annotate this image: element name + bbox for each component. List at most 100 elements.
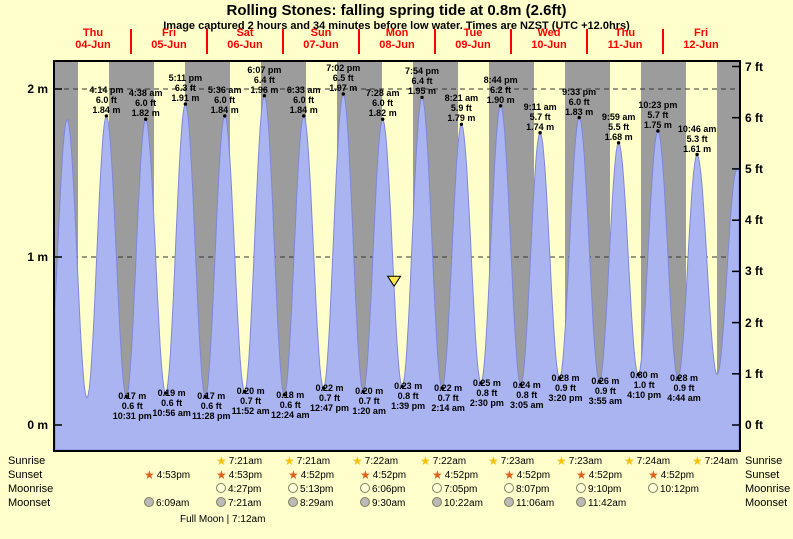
sunrise-icon: ★	[488, 453, 499, 468]
tide-extreme-dot	[341, 92, 345, 96]
sunset-icon: ★	[144, 467, 155, 482]
astro-entry: ★ 4:53pm	[216, 467, 263, 482]
tide-extreme-dot	[400, 384, 404, 389]
astro-entry: 5:13pm	[288, 482, 333, 497]
tide-extreme-dot	[302, 114, 306, 118]
y-axis-label-ft: 0 ft	[745, 418, 763, 432]
moonset-icon	[288, 496, 298, 511]
y-axis-label-m: 1 m	[27, 250, 48, 264]
astro-entry: 10:12pm	[648, 482, 699, 496]
astro-entry: 9:10pm	[576, 482, 621, 497]
astro-entry: ★ 4:52pm	[648, 467, 695, 482]
capture-marker-icon	[386, 275, 402, 288]
day-boundary-tick	[510, 29, 512, 54]
moonset-icon	[576, 496, 586, 511]
y-axis-label-ft: 2 ft	[745, 315, 763, 330]
sunrise-icon: ★	[216, 453, 227, 468]
day-label: Sun 07-Jun	[303, 27, 339, 51]
high-tide-label: 9:33 pm 6.0 ft 1.83 m	[562, 86, 597, 117]
tide-extreme-dot	[144, 117, 148, 121]
sunset-icon: ★	[216, 467, 227, 482]
low-tide-label: 0.23 m 0.8 ft 1:39 pm	[391, 381, 426, 412]
tide-extreme-dot	[676, 376, 680, 380]
astro-entry: 7:21am	[216, 496, 261, 510]
tide-extreme-dot	[262, 94, 267, 98]
day-label: Thu 04-Jun	[75, 27, 111, 51]
y-axis-label-ft: 7 ft	[745, 59, 763, 74]
tide-extreme-dot	[282, 393, 286, 397]
low-tide-label: 0.22 m 0.7 ft 12:47 pm	[309, 383, 350, 413]
high-tide-label: 10:46 am 5.3 ft 1.61 m	[677, 123, 717, 154]
tide-extreme-dot	[420, 95, 424, 100]
sunrise-icon: ★	[284, 453, 295, 468]
low-tide-label: 0.18 m 0.6 ft 12:24 am	[271, 389, 310, 420]
low-tide-label: 0.20 m 0.7 ft 11:52 am	[231, 386, 270, 417]
tide-curve	[55, 93, 739, 450]
high-tide-label: 4:38 am 6.0 ft 1.82 m	[128, 88, 163, 119]
moonrise-icon	[432, 482, 442, 497]
low-tide-label: 0.24 m 0.8 ft 3:05 am	[510, 379, 544, 410]
tide-extreme-dot	[163, 391, 168, 395]
astro-row-label-left: Moonrise	[8, 483, 54, 495]
astro-entry: ★ 7:23am	[488, 453, 535, 468]
tide-extreme-dot	[459, 122, 464, 126]
astro-entry: ★ 7:22am	[420, 453, 467, 468]
moonrise-icon	[216, 482, 226, 497]
tide-extreme-dot	[597, 379, 602, 383]
tide-extreme-dot	[183, 102, 188, 106]
high-tide-label: 9:59 am 5.5 ft 1.68 m	[601, 111, 636, 142]
sunrise-icon: ★	[556, 453, 567, 468]
high-tide-label: 8:21 am 5.9 ft 1.79 m	[444, 93, 479, 124]
astro-entry: ★ 7:23am	[556, 453, 603, 468]
high-tide-label: 7:28 am 6.0 ft 1.82 m	[365, 88, 400, 119]
low-tide-label: 0.20 m 0.7 ft 1:20 am	[352, 386, 386, 417]
astro-entry: 6:09am	[144, 496, 189, 511]
sunset-icon: ★	[504, 467, 515, 482]
astro-entry: 8:29am	[288, 496, 333, 511]
astro-entry: 7:05pm	[432, 482, 477, 497]
moonrise-icon	[576, 482, 586, 497]
day-label: Tue 09-Jun	[455, 27, 491, 51]
astro-row-label-left: Sunset	[8, 469, 43, 481]
tide-extreme-dot	[498, 104, 503, 108]
astro-entry: 6:06pm	[360, 482, 405, 497]
astro-entry: ★ 4:52pm	[288, 467, 335, 482]
sunrise-icon: ★	[420, 453, 431, 468]
day-boundary-tick	[662, 29, 664, 54]
astro-entry: 9:30am	[360, 496, 405, 511]
low-tide-label: 0.19 m 0.6 ft 10:56 am	[152, 388, 191, 419]
high-tide-label: 9:11 am 5.7 ft 1.74 m	[523, 101, 557, 132]
low-tide-label: 0.17 m 0.6 ft 11:28 pm	[192, 391, 231, 422]
moonrise-icon	[288, 482, 298, 497]
low-tide-label: 0.28 m 0.9 ft 4:44 am	[667, 373, 701, 403]
moonrise-icon	[504, 482, 514, 497]
sunrise-icon: ★	[692, 453, 703, 468]
high-tide-label: 4:14 pm 6.0 ft 1.84 m	[89, 84, 124, 115]
day-boundary-tick	[434, 29, 436, 54]
tide-extreme-dot	[577, 115, 581, 120]
tide-extreme-dot	[656, 129, 660, 133]
tide-extreme-dot	[519, 383, 523, 387]
astro-entry: ★ 4:52pm	[432, 467, 479, 482]
astro-entry: ★ 7:24am	[624, 453, 671, 468]
sunrise-icon: ★	[624, 453, 635, 468]
astro-entry: 11:06am	[504, 496, 554, 510]
day-boundary-tick	[358, 29, 360, 54]
low-tide-label: 0.17 m 0.6 ft 10:31 pm	[112, 391, 152, 422]
day-label: Fri 12-Jun	[683, 27, 719, 51]
tide-extreme-dot	[440, 386, 444, 390]
tide-extreme-dot	[223, 114, 227, 118]
moonrise-icon	[360, 482, 370, 497]
sunset-icon: ★	[432, 467, 443, 482]
moonset-icon	[360, 496, 370, 511]
astro-row-label-right: Sunset	[745, 469, 780, 481]
y-axis-label-ft: 5 ft	[745, 161, 763, 176]
sunset-icon: ★	[288, 467, 299, 482]
moonset-icon	[432, 496, 442, 511]
moonset-icon	[144, 496, 154, 511]
astro-entry: 4:27pm	[216, 482, 261, 497]
y-axis-label-ft: 1 ft	[745, 366, 763, 381]
tide-extreme-dot	[636, 372, 640, 377]
high-tide-label: 6:07 pm 6.4 ft 1.96 m	[247, 64, 282, 95]
y-axis-label-ft: 6 ft	[745, 110, 763, 125]
